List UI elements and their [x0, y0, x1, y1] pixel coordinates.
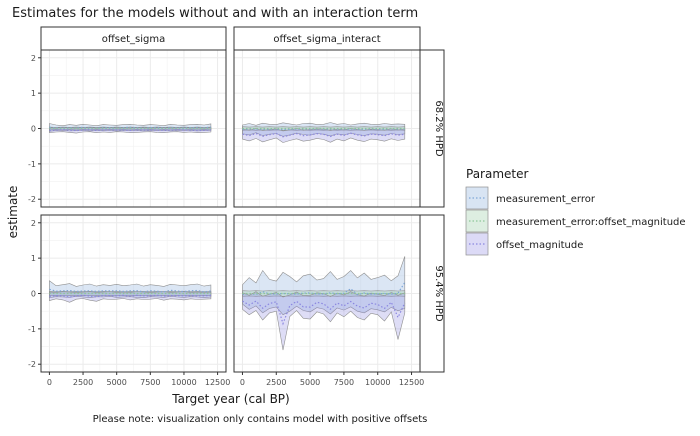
- ribbon-offset-magnitude: [49, 291, 212, 303]
- median-line-offset-magnitude: [49, 128, 211, 132]
- legend-label-measurement-error: measurement_error: [496, 194, 596, 205]
- y-axis-title: estimate: [6, 186, 20, 239]
- legend-title: Parameter: [466, 167, 528, 181]
- legend-label-offset-magnitude: offset_magnitude: [496, 240, 583, 251]
- panel-offset-sigma-95-4-hpd: -2 -1 0 1 2 0 2500 5000 7500 10000 12500: [28, 214, 230, 387]
- x-tick-label: 2500: [266, 378, 286, 387]
- y-tick-label: -1: [28, 325, 36, 334]
- x-tick-label: 5000: [300, 378, 320, 387]
- facet-strip-95-4-hpd: [419, 214, 445, 373]
- x-tick-label: 2500: [73, 378, 93, 387]
- y-tick-label: 2: [31, 54, 36, 63]
- x-axis-title: Target year (cal BP): [171, 392, 289, 406]
- legend-label-measurement-error-offset-magnitude: measurement_error:offset_magnitude: [496, 217, 686, 228]
- x-tick-label: 12500: [399, 378, 424, 387]
- facet-label-95-4-hpd: 95.4% HPD: [433, 265, 444, 321]
- x-tick-label: 10000: [365, 378, 390, 387]
- y-tick-label: 0: [31, 290, 36, 299]
- x-tick-label: 12500: [205, 378, 230, 387]
- x-tick-label: 0: [47, 378, 52, 387]
- panel-offset-sigma-interact-68-2-hpd: [233, 49, 421, 208]
- panel-offset-sigma-68-2-hpd: -2 -1 0 1 2: [28, 49, 227, 208]
- y-tick-label: 1: [31, 89, 36, 98]
- legend: Parameter measurement_error measurement_e…: [465, 167, 686, 256]
- facet-panels: offset_sigma -2 -1 0 1 2 -2 -1 0 1 2 0 2500 5000 7500 1…: [28, 26, 445, 387]
- median-line-offset-magnitude: [242, 132, 405, 138]
- median-line-measurement-error: [242, 128, 405, 131]
- x-tick-label: 5000: [107, 378, 127, 387]
- median-line-offset-magnitude: [49, 294, 211, 298]
- y-tick-label: -1: [28, 160, 36, 169]
- x-tick-label: 7500: [334, 378, 354, 387]
- facet-label-68-2-hpd: 68.2% HPD: [433, 100, 444, 156]
- x-tick-label: 10000: [171, 378, 196, 387]
- y-tick-label: 1: [31, 254, 36, 263]
- y-tick-label: 2: [31, 219, 36, 228]
- facet-label-offset-sigma-interact: offset_sigma_interact: [273, 34, 380, 45]
- median-line-measurement-error: [49, 126, 211, 129]
- chart-title: Estimates for the models without and wit…: [12, 6, 418, 21]
- y-tick-label: -2: [28, 360, 36, 369]
- panel-offset-sigma-interact-95-4-hpd: 0 2500 5000 7500 10000 12500: [233, 214, 424, 387]
- y-tick-label: 0: [31, 125, 36, 134]
- y-tick-label: -2: [28, 195, 36, 204]
- x-tick-label: 0: [240, 378, 245, 387]
- caption: Please note: visualization only contains…: [93, 414, 428, 425]
- facet-strip-68-2-hpd: [419, 49, 445, 208]
- median-line-measurement-error: [242, 282, 406, 296]
- facet-label-offset-sigma: offset_sigma: [102, 34, 166, 45]
- median-line-measurement-error: [49, 288, 211, 293]
- x-tick-label: 7500: [140, 378, 160, 387]
